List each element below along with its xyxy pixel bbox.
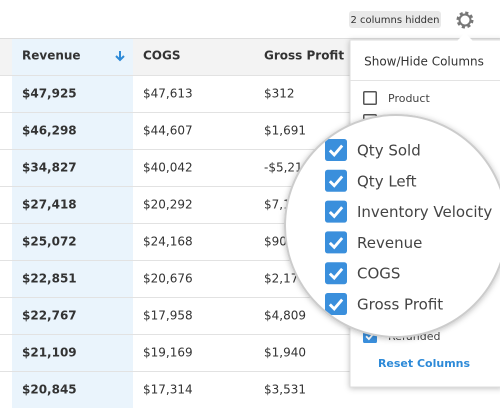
menu-title: Show/Hide Columns <box>364 55 484 69</box>
check-mark <box>328 237 344 250</box>
cell: $22,851 <box>22 272 77 286</box>
menu-item-label[interactable]: Qty Sold <box>357 142 421 160</box>
cell: $22,767 <box>22 309 77 323</box>
checkbox-checked[interactable] <box>325 231 347 254</box>
hidden-badge-text: 2 columns hidden <box>350 15 439 26</box>
menu-item-label[interactable]: Qty Left <box>357 172 417 190</box>
cell: $24,168 <box>143 235 193 249</box>
cell: $20,676 <box>143 272 193 286</box>
magnified-items: Qty Sold Qty Left Inventory Velocity Revenu… <box>325 139 492 315</box>
sort-arrow[interactable] <box>115 51 125 62</box>
reset-columns[interactable]: Reset Columns <box>378 357 471 370</box>
cell: $3,531 <box>264 383 306 397</box>
cell: $44,607 <box>143 124 193 138</box>
column-header[interactable]: Revenue <box>22 49 81 63</box>
settings-gear[interactable] <box>456 11 474 29</box>
cell: $1,691 <box>264 124 306 138</box>
checkbox[interactable] <box>363 91 377 105</box>
column-header[interactable]: COGS <box>143 49 181 63</box>
cell: $4,809 <box>264 309 306 323</box>
menu-item-label[interactable]: COGS <box>357 265 400 283</box>
cell: $19,169 <box>143 346 193 360</box>
cell: $312 <box>264 87 295 101</box>
check-mark <box>328 267 344 281</box>
cell: $21,109 <box>22 346 77 360</box>
menu-item-label[interactable]: Gross Profit <box>357 296 443 314</box>
check-mark <box>328 175 344 188</box>
checkbox-checked[interactable] <box>325 293 347 315</box>
menu-item-label[interactable]: Product <box>388 92 430 105</box>
cell: $25,072 <box>22 235 77 249</box>
checkbox-checked[interactable] <box>325 262 347 285</box>
checkbox-checked[interactable] <box>325 169 347 192</box>
cell: $20,845 <box>22 383 77 397</box>
checkbox-checked[interactable] <box>325 200 347 223</box>
checkbox-checked[interactable] <box>325 139 347 161</box>
check-mark <box>328 144 344 157</box>
cell: $47,925 <box>22 87 77 101</box>
cell: $47,613 <box>143 87 193 101</box>
cell: $46,298 <box>22 124 77 138</box>
menu-item-label[interactable]: Revenue <box>357 234 422 252</box>
menu-item-label[interactable]: Inventory Velocity <box>357 203 492 221</box>
cell: $20,292 <box>143 198 193 212</box>
cell: $40,042 <box>143 161 193 175</box>
cell: $34,827 <box>22 161 77 175</box>
hidden-badge[interactable] <box>349 11 441 28</box>
cell: $17,958 <box>143 309 193 323</box>
check-mark <box>328 206 344 219</box>
cell: $1,940 <box>264 346 306 360</box>
column-header[interactable]: Gross Profit <box>264 49 344 63</box>
check-mark <box>328 298 344 311</box>
cell: $17,314 <box>143 383 193 397</box>
cell: $27,418 <box>22 198 77 212</box>
